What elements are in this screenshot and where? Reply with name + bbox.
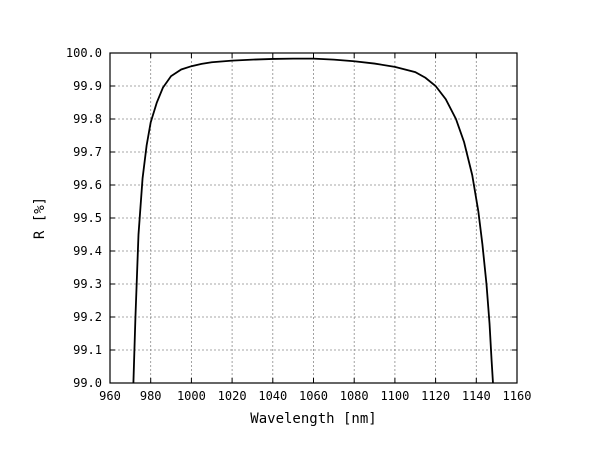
y-tick-label: 99.9: [73, 79, 102, 93]
y-tick-label: 99.5: [73, 211, 102, 225]
y-tick-label: 99.8: [73, 112, 102, 126]
plot-frame: [109, 52, 518, 384]
x-tick-label: 1160: [503, 389, 532, 403]
x-tick-label: 1120: [421, 389, 450, 403]
y-tick-label: 99.3: [73, 277, 102, 291]
y-tick-label: 99.1: [73, 343, 102, 357]
x-tick-label: 1040: [258, 389, 287, 403]
x-tick-label: 1100: [380, 389, 409, 403]
y-tick-label: 99.6: [73, 178, 102, 192]
y-tick-label: 99.2: [73, 310, 102, 324]
x-tick-label: 1140: [462, 389, 491, 403]
x-tick-label: 1060: [299, 389, 328, 403]
x-tick-label: 1020: [218, 389, 247, 403]
x-tick-label: 1000: [177, 389, 206, 403]
grid: [110, 53, 517, 383]
reflectance-curve: [132, 57, 494, 384]
y-tick-label: 99.7: [73, 145, 102, 159]
x-axis-title: Wavelength [nm]: [250, 411, 376, 427]
tick-labels: 960 980 1000 1020 1040 1060 1080 1100 1120 1140 11…: [66, 46, 532, 403]
y-axis-title: R [%]: [32, 197, 48, 239]
y-tick-label: 99.0: [73, 376, 102, 390]
x-tick-label: 980: [140, 389, 162, 403]
x-tick-label: 960: [99, 389, 121, 403]
y-tick-label: 99.4: [73, 244, 102, 258]
y-tick-label: 100.0: [66, 46, 102, 60]
x-tick-label: 1080: [340, 389, 369, 403]
